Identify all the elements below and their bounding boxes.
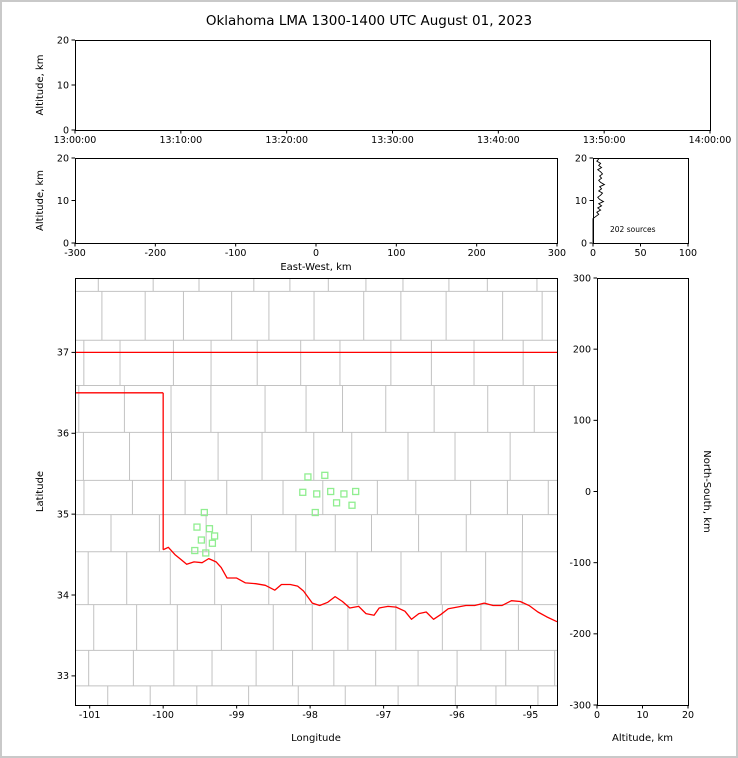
svg-text:35: 35 [57, 509, 69, 520]
svg-text:13:30:00: 13:30:00 [371, 135, 414, 146]
source-count-label: 202 sources [610, 225, 656, 234]
lma-station-marker [340, 490, 348, 498]
svg-text:-100: -100 [225, 248, 247, 259]
svg-text:Latitude: Latitude [35, 471, 46, 512]
lma-station-marker [311, 508, 319, 517]
lma-stations [191, 471, 360, 557]
svg-text:-101: -101 [79, 710, 101, 721]
svg-text:-200: -200 [145, 248, 167, 259]
svg-text:10: 10 [575, 196, 587, 207]
lma-station-marker [205, 525, 214, 533]
lma-station-marker [299, 488, 307, 496]
svg-text:10: 10 [57, 196, 69, 207]
svg-text:14:00:00: 14:00:00 [689, 135, 732, 146]
svg-text:200: 200 [468, 248, 486, 259]
lma-station-marker [304, 473, 312, 481]
lma-station-marker [321, 471, 329, 479]
svg-text:Altitude, km: Altitude, km [35, 170, 46, 231]
svg-text:20: 20 [57, 153, 69, 164]
map-layers [75, 278, 557, 705]
svg-text:33: 33 [57, 671, 69, 682]
svg-text:Altitude, km: Altitude, km [35, 55, 46, 116]
svg-text:10: 10 [57, 80, 69, 91]
lma-station-marker [210, 532, 219, 540]
svg-text:East-West, km: East-West, km [280, 262, 351, 273]
lma-station-marker [348, 501, 356, 509]
svg-text:36: 36 [57, 429, 69, 440]
svg-text:100: 100 [573, 416, 591, 427]
svg-text:0: 0 [590, 248, 596, 259]
svg-text:13:00:00: 13:00:00 [54, 135, 97, 146]
svg-text:0: 0 [585, 487, 591, 498]
svg-text:-200: -200 [569, 629, 591, 640]
svg-text:0: 0 [63, 238, 69, 249]
lma-station-marker [191, 546, 199, 555]
svg-text:Longitude: Longitude [291, 733, 341, 744]
svg-text:-99: -99 [229, 710, 245, 721]
source-histogram-line [592, 158, 606, 242]
chart-title: Oklahoma LMA 1300-1400 UTC August 01, 20… [205, 13, 533, 29]
svg-text:200: 200 [573, 344, 591, 355]
svg-text:0: 0 [581, 238, 587, 249]
lma-station-marker [327, 487, 335, 496]
svg-text:-300: -300 [64, 248, 86, 259]
svg-text:-98: -98 [302, 710, 318, 721]
alt_histogram-axes: 0 50 100 0 10 20 [575, 153, 697, 259]
red-river-line [162, 546, 557, 623]
svg-text:10: 10 [636, 710, 648, 721]
svg-text:-96: -96 [449, 710, 465, 721]
svg-text:0: 0 [313, 248, 319, 259]
svg-text:-100: -100 [569, 558, 591, 569]
lma-station-marker [202, 549, 210, 557]
svg-text:300: 300 [573, 273, 591, 284]
lma-station-marker [313, 490, 321, 498]
ew_height-axes: -300 -200 -100 0 100 200 300 0 10 20 East-West, km… [35, 153, 566, 273]
ns_height-axes: 0 10 20 -300 -200 -100 0 100 200 300 Altitude, km N… [569, 273, 712, 744]
svg-text:0: 0 [594, 710, 600, 721]
state-border-line [75, 351, 557, 550]
svg-text:34: 34 [57, 590, 69, 601]
svg-text:13:20:00: 13:20:00 [265, 135, 308, 146]
svg-text:-300: -300 [569, 700, 591, 711]
lma-station-marker [197, 536, 206, 544]
svg-text:100: 100 [387, 248, 405, 259]
svg-text:-95: -95 [523, 710, 539, 721]
lma-station-marker [208, 539, 217, 547]
lma-station-marker [332, 499, 341, 507]
svg-text:0: 0 [63, 125, 69, 136]
svg-text:13:10:00: 13:10:00 [159, 135, 202, 146]
svg-text:13:50:00: 13:50:00 [583, 135, 626, 146]
lma-station-marker [200, 508, 208, 517]
lma-station-marker [352, 487, 360, 496]
svg-text:100: 100 [679, 248, 697, 259]
svg-text:13:40:00: 13:40:00 [477, 135, 520, 146]
lma-station-marker [193, 523, 201, 531]
time_height-axes: 13:00:00 13:10:00 13:20:00 13:30:00 13:40:00… [35, 35, 731, 146]
svg-text:50: 50 [634, 248, 646, 259]
svg-text:20: 20 [575, 153, 587, 164]
county-lines [75, 278, 557, 705]
svg-text:300: 300 [548, 248, 566, 259]
svg-text:20: 20 [57, 35, 69, 46]
svg-text:Altitude, km: Altitude, km [612, 733, 673, 744]
svg-text:-97: -97 [376, 710, 392, 721]
svg-text:20: 20 [682, 710, 694, 721]
svg-text:-100: -100 [152, 710, 174, 721]
svg-text:North-South, km: North-South, km [701, 450, 712, 533]
plan_view-axes: -101 -100 -99 -98 -97 -96 -95 33 34 35 36 37 Longitu… [35, 278, 558, 744]
svg-text:37: 37 [57, 348, 69, 359]
